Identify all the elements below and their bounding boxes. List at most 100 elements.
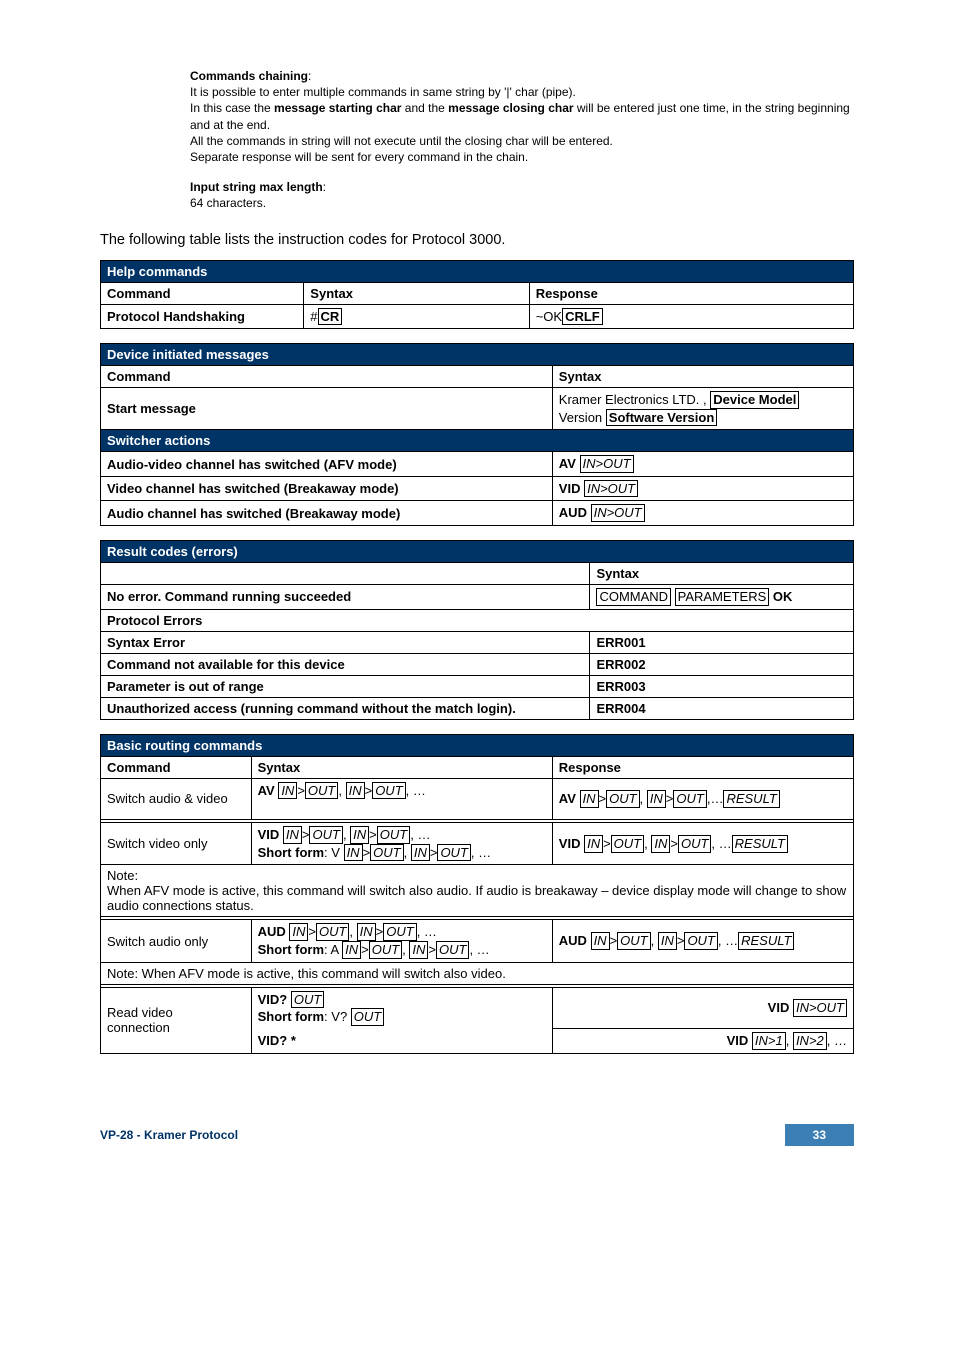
table-header-row: Switcher actions [101, 430, 854, 452]
out-box: OUT [606, 790, 639, 808]
in-box: IN [342, 941, 361, 959]
device-title: Device initiated messages [101, 344, 854, 366]
cell-syntax: ERR004 [590, 697, 854, 719]
command-box: COMMAND [596, 588, 671, 606]
col-syntax: Syntax [304, 282, 529, 304]
table-row: Protocol Handshaking #CR ~OKCRLF [101, 304, 854, 329]
cell-syntax: COMMAND PARAMETERS OK [590, 585, 854, 610]
out-box: OUT [370, 844, 403, 862]
out-box: OUT [305, 782, 338, 800]
out-box: OUT [316, 923, 349, 941]
cell-syntax: ERR003 [590, 675, 854, 697]
out-box: OUT [673, 790, 706, 808]
in-box: IN [278, 782, 297, 800]
comma: , [644, 836, 651, 851]
note-cell: Note: When AFV mode is active, this comm… [101, 865, 854, 917]
cell-response: ~OKCRLF [529, 304, 853, 329]
cell-command: Switch audio & video [101, 778, 252, 820]
table-row: No error. Command running succeeded COMM… [101, 585, 854, 610]
cell-command: Command not available for this device [101, 653, 590, 675]
in-box: IN [584, 835, 603, 853]
table-intro: The following table lists the instructio… [100, 232, 854, 248]
cell-syntax: VID? OUT Short form: V? OUT [251, 987, 552, 1029]
text: Version [559, 410, 606, 425]
in-box: IN [357, 923, 376, 941]
cell-command: Protocol Handshaking [101, 304, 304, 329]
cell-syntax: #CR [304, 304, 529, 329]
comma: , [640, 791, 647, 806]
cell-command: Video channel has switched (Breakaway mo… [101, 476, 553, 501]
table-header-row: Basic routing commands [101, 734, 854, 756]
cell-response: VID IN>OUT, IN>OUT, …RESULT [552, 823, 853, 865]
footer-page-number: 33 [785, 1124, 854, 1146]
table-row: Note: When AFV mode is active, this comm… [101, 962, 854, 984]
in-box: IN [344, 844, 363, 862]
device-model-box: Device Model [710, 391, 799, 409]
out-box: OUT [611, 835, 644, 853]
result-box: RESULT [723, 790, 779, 808]
text: Kramer Electronics LTD. , [559, 392, 710, 407]
col-syntax: Syntax [590, 563, 854, 585]
maxlen-value: 64 characters. [190, 196, 266, 210]
cell-syntax: VID? * [251, 1029, 552, 1054]
inout-box: IN>OUT [584, 480, 638, 498]
table-row: Syntax Error ERR001 [101, 631, 854, 653]
lead: VID? [258, 992, 291, 1007]
ellipsis: , … [417, 924, 437, 939]
cell-command: Unauthorized access (running command wit… [101, 697, 590, 719]
cell-command: Syntax Error [101, 631, 590, 653]
result-box: RESULT [732, 835, 788, 853]
gt: > [363, 845, 371, 860]
in-box: IN [346, 782, 365, 800]
in-box: IN [658, 932, 677, 950]
comma: , [651, 933, 658, 948]
cell-syntax: VID IN>OUT, IN>OUT, … Short form: V IN>O… [251, 823, 552, 865]
out-box: OUT [351, 1008, 384, 1026]
cell-command: No error. Command running succeeded [101, 585, 590, 610]
cell-syntax: AUD IN>OUT, IN>OUT, … Short form: A IN>O… [251, 920, 552, 962]
lead: AV [559, 791, 580, 806]
cell-syntax: AV IN>OUT [552, 452, 853, 477]
lead: AUD [559, 933, 591, 948]
table-header-row: Result codes (errors) [101, 541, 854, 563]
col-syntax: Syntax [251, 756, 552, 778]
comma: , [349, 924, 356, 939]
empty-cell [101, 563, 590, 585]
protocol-errors-header: Protocol Errors [101, 609, 854, 631]
gt: > [677, 933, 685, 948]
gt: > [610, 933, 618, 948]
routing-title: Basic routing commands [101, 734, 854, 756]
out-box: OUT [684, 932, 717, 950]
gt: > [361, 942, 369, 957]
cell-syntax: AV IN>OUT, IN>OUT, … [251, 778, 552, 820]
short-form-label: Short form [258, 845, 324, 860]
commands-chaining-block: Commands chaining: It is possible to ent… [190, 68, 854, 165]
ellipsis: , … [406, 783, 426, 798]
short-lead: : V [324, 845, 344, 860]
gt: > [302, 827, 310, 842]
out-box: OUT [617, 932, 650, 950]
in2-box: IN>2 [793, 1032, 827, 1050]
col-response: Response [529, 282, 853, 304]
table-row: Switch audio & video AV IN>OUT, IN>OUT, … [101, 778, 854, 820]
cr-box: CR [318, 308, 343, 326]
cell-command: Start message [101, 388, 553, 430]
lead: VID [727, 1033, 752, 1048]
chaining-line2b: message starting char [274, 101, 401, 115]
switcher-title: Switcher actions [101, 430, 854, 452]
out-box: OUT [437, 844, 470, 862]
table-row: Protocol Errors [101, 609, 854, 631]
short-lead: : V? [324, 1009, 351, 1024]
lead: AV [258, 783, 279, 798]
cell-syntax: AUD IN>OUT [552, 501, 853, 526]
table-row: Unauthorized access (running command wit… [101, 697, 854, 719]
note-header: Note: [107, 868, 138, 883]
out-box: OUT [309, 826, 342, 844]
col-syntax: Syntax [552, 366, 853, 388]
cell-command: Switch audio only [101, 920, 252, 962]
out-box: OUT [291, 991, 324, 1009]
chaining-line4: Separate response will be sent for every… [190, 150, 528, 164]
out-box: OUT [372, 782, 405, 800]
gt: > [297, 783, 305, 798]
routing-commands-table: Basic routing commands Command Syntax Re… [100, 734, 854, 1054]
